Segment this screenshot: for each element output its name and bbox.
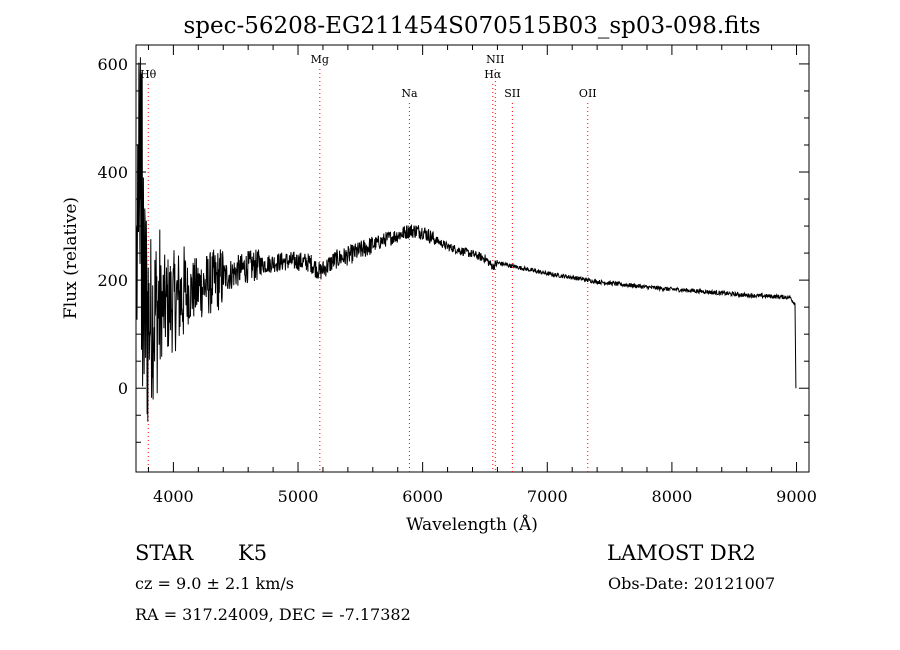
object-subclass: K5: [238, 541, 268, 565]
coordinates-text: RA = 317.24009, DEC = -7.17382: [135, 605, 411, 624]
line-label: Mg: [311, 53, 329, 66]
x-tick-label: 8000: [652, 487, 693, 506]
line-label: Hα: [484, 68, 502, 81]
line-label: Na: [401, 87, 418, 100]
line-label: NII: [486, 53, 504, 66]
x-tick-label: 5000: [278, 487, 319, 506]
object-type: STAR: [135, 541, 194, 565]
spectrum-line: [136, 57, 797, 422]
line-label: Hθ: [140, 68, 157, 81]
survey-name: LAMOST DR2: [607, 541, 756, 565]
chart-title: spec-56208-EG211454S070515B03_sp03-098.f…: [183, 13, 760, 39]
line-label: OII: [579, 87, 597, 100]
x-tick-label: 4000: [153, 487, 194, 506]
x-tick-label: 7000: [527, 487, 568, 506]
line-label: SII: [504, 87, 520, 100]
x-tick-label: 9000: [776, 487, 817, 506]
x-tick-label: 6000: [402, 487, 443, 506]
obs-date: Obs-Date: 20121007: [608, 574, 776, 593]
y-tick-label: 400: [97, 163, 128, 182]
plot-frame: [135, 44, 810, 473]
axis-ticks: 4000 5000 6000 7000 8000 9000 0 200 400 600: [97, 45, 817, 506]
y-tick-label: 600: [97, 55, 128, 74]
x-axis-label: Wavelength (Å): [406, 514, 538, 535]
y-tick-label: 0: [118, 379, 128, 398]
y-axis-label: Flux (relative): [61, 197, 81, 319]
y-tick-label: 200: [97, 271, 128, 290]
redshift-text: cz = 9.0 ± 2.1 km/s: [135, 574, 294, 593]
